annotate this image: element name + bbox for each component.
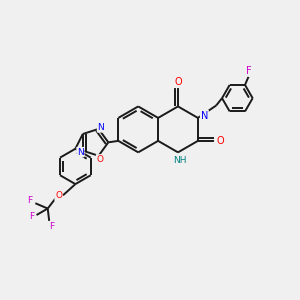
Text: O: O bbox=[55, 191, 62, 200]
Text: O: O bbox=[97, 155, 104, 164]
Text: F: F bbox=[29, 212, 34, 221]
Text: O: O bbox=[174, 77, 182, 87]
Text: O: O bbox=[216, 136, 224, 146]
Text: N: N bbox=[201, 110, 208, 121]
Text: NH: NH bbox=[173, 156, 186, 165]
Text: F: F bbox=[28, 196, 33, 205]
Text: F: F bbox=[50, 222, 55, 231]
Text: F: F bbox=[246, 66, 251, 76]
Text: N: N bbox=[77, 148, 84, 157]
Text: N: N bbox=[98, 123, 104, 132]
